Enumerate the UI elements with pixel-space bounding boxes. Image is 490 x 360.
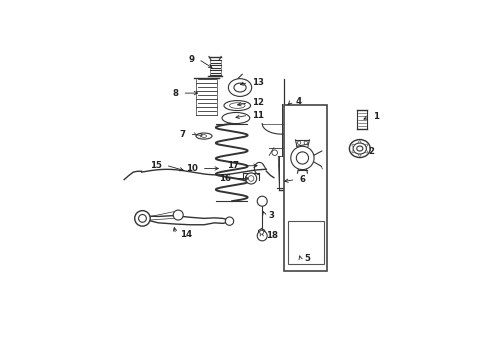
Text: 16: 16 (219, 174, 231, 183)
Text: 17: 17 (227, 161, 240, 170)
Text: 3: 3 (269, 211, 274, 220)
Ellipse shape (357, 146, 363, 151)
Ellipse shape (229, 103, 245, 108)
Circle shape (245, 173, 257, 184)
Circle shape (173, 210, 183, 220)
Text: 10: 10 (186, 164, 198, 173)
Circle shape (352, 151, 354, 153)
Text: 4: 4 (295, 97, 301, 106)
Text: 15: 15 (150, 161, 162, 170)
Text: 13: 13 (252, 78, 264, 87)
Circle shape (297, 141, 301, 144)
Ellipse shape (224, 100, 250, 111)
Circle shape (359, 141, 361, 143)
Circle shape (225, 217, 234, 225)
Text: 11: 11 (252, 111, 264, 120)
Text: 12: 12 (252, 98, 264, 107)
Ellipse shape (228, 79, 252, 96)
Circle shape (257, 196, 267, 206)
Circle shape (352, 144, 354, 146)
Circle shape (248, 176, 254, 181)
Text: 6: 6 (299, 175, 305, 184)
Bar (288, 221, 324, 264)
Circle shape (296, 152, 309, 164)
Ellipse shape (222, 112, 250, 123)
Text: 2: 2 (368, 147, 374, 156)
Circle shape (139, 215, 147, 222)
Circle shape (359, 154, 361, 156)
Text: 9: 9 (189, 55, 195, 64)
Ellipse shape (353, 143, 367, 154)
Circle shape (272, 150, 277, 156)
Text: 7: 7 (179, 130, 186, 139)
Circle shape (257, 231, 267, 241)
Text: 8: 8 (172, 89, 178, 98)
Circle shape (304, 141, 307, 144)
Text: 18: 18 (266, 231, 277, 240)
Circle shape (366, 144, 368, 146)
Text: 14: 14 (180, 230, 192, 239)
Text: 5: 5 (304, 255, 310, 264)
Ellipse shape (196, 133, 212, 139)
Circle shape (260, 230, 264, 234)
Ellipse shape (349, 140, 370, 158)
Circle shape (135, 211, 150, 226)
Bar (284, 105, 327, 271)
Circle shape (366, 151, 368, 153)
Ellipse shape (234, 83, 246, 92)
Ellipse shape (201, 135, 206, 138)
Text: 1: 1 (373, 112, 379, 121)
Circle shape (291, 146, 314, 170)
